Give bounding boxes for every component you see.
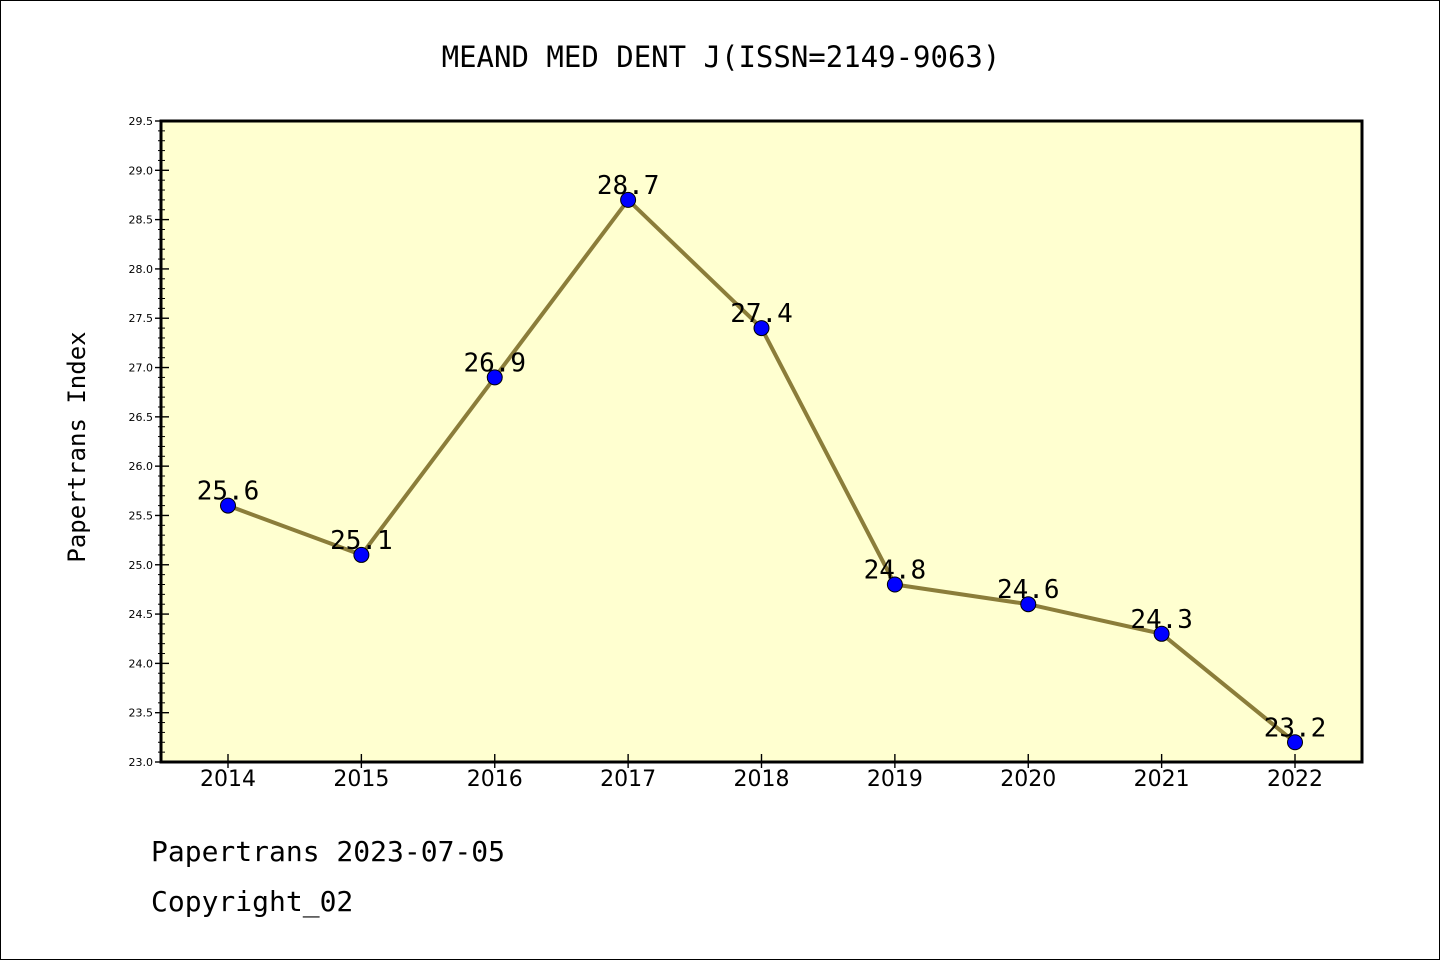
chart-title: MEAND MED DENT J(ISSN=2149-9063) — [442, 40, 1001, 74]
data-label: 23.2 — [1264, 713, 1327, 743]
x-tick-label: 2016 — [467, 767, 523, 792]
x-tick-label: 2020 — [1000, 767, 1056, 792]
data-label: 24.8 — [864, 555, 927, 585]
data-point — [620, 191, 637, 208]
data-point — [1287, 734, 1303, 751]
data-point — [753, 320, 770, 337]
y-tick-label: 28.5 — [129, 214, 154, 227]
data-label: 25.1 — [330, 526, 393, 556]
data-point — [1153, 625, 1170, 642]
x-tick-label: 2019 — [867, 767, 923, 792]
series: 25.6 25.1 26.9 28.7 27.4 24.8 24.6 24.3 23.2 — [197, 171, 1327, 751]
plot-area — [159, 119, 1364, 764]
y-tick-label: 24.5 — [129, 608, 154, 621]
y-tick-label: 29.0 — [129, 164, 154, 177]
y-tick-label: 28.0 — [129, 263, 154, 276]
y-tick-label: 24.0 — [129, 657, 154, 670]
x-axis: 2014 2015 2016 2017 2018 2019 2020 2021 2022 — [200, 754, 1323, 792]
footer-date: Papertrans 2023-07-05 — [151, 835, 506, 868]
data-point — [486, 369, 503, 386]
y-tick-label: 29.5 — [129, 115, 154, 128]
y-axis: 23.0 23.5 24.0 24.5 25.0 25.5 26.0 26.5 27.0 27.5… — [129, 115, 169, 769]
data-label: 25.6 — [197, 477, 260, 507]
x-tick-label: 2018 — [734, 767, 790, 792]
data-point — [353, 546, 370, 563]
y-tick-label: 27.0 — [129, 362, 154, 375]
y-tick-label: 25.0 — [129, 559, 154, 572]
y-tick-label: 23.5 — [129, 707, 154, 720]
data-label: 27.4 — [730, 299, 793, 329]
data-label: 24.3 — [1130, 605, 1193, 635]
data-label: 26.9 — [463, 348, 526, 378]
x-tick-label: 2017 — [600, 767, 656, 792]
data-point — [220, 497, 236, 514]
y-tick-label: 25.5 — [129, 509, 154, 522]
x-tick-label: 2022 — [1267, 767, 1323, 792]
data-point — [886, 576, 903, 593]
y-tick-label: 23.0 — [129, 756, 154, 769]
y-tick-label: 27.5 — [129, 312, 154, 325]
data-label: 28.7 — [597, 171, 660, 201]
footer-copyright: Copyright_02 — [151, 885, 354, 918]
x-tick-label: 2014 — [200, 767, 256, 792]
y-tick-label: 26.0 — [129, 460, 154, 473]
data-point — [1020, 596, 1037, 613]
x-tick-label: 2021 — [1134, 767, 1190, 792]
y-tick-label: 26.5 — [129, 411, 154, 424]
y-axis-label: Papertrans Index — [63, 331, 91, 562]
data-label: 24.6 — [997, 575, 1060, 605]
x-tick-label: 2015 — [333, 767, 389, 792]
